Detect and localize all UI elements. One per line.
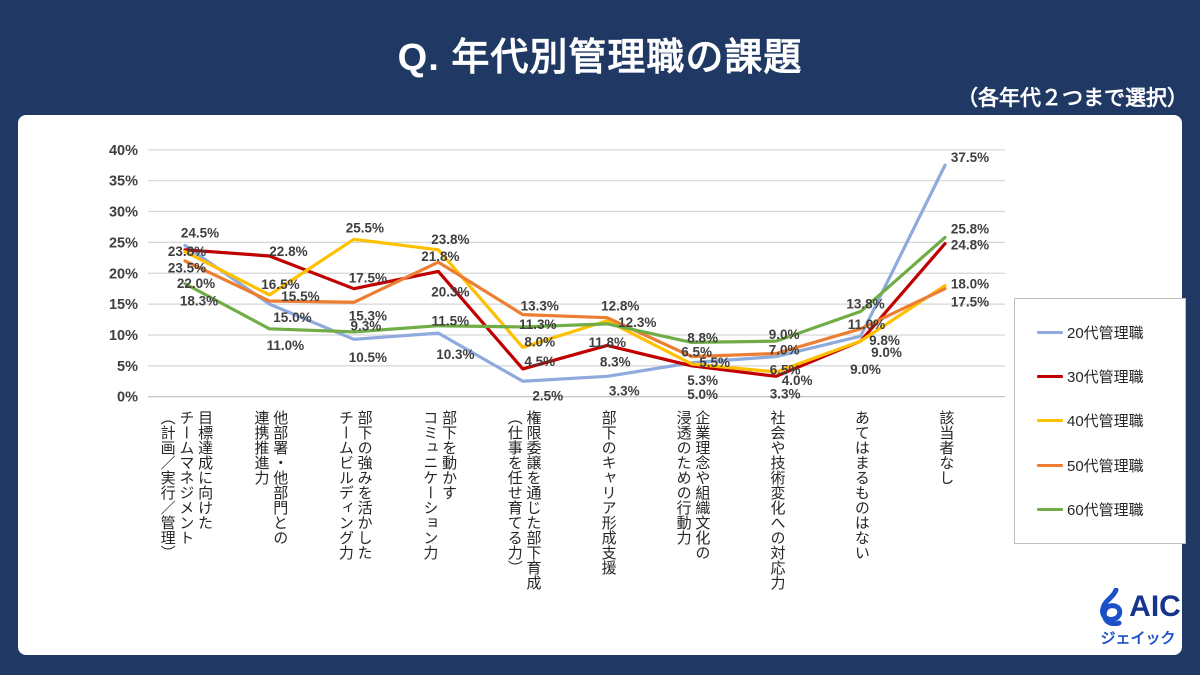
legend-swatch xyxy=(1037,375,1063,379)
legend-label: 40代管理職 xyxy=(1067,413,1144,431)
legend-swatch xyxy=(1037,419,1063,423)
x-category-label: あてはまるものはない xyxy=(852,410,870,560)
legend-label: 60代管理職 xyxy=(1067,501,1144,519)
legend-item: 40代管理職 xyxy=(1037,410,1185,431)
logo-text: AIC xyxy=(1129,590,1181,623)
logo-kana: ジェイック xyxy=(1100,630,1176,647)
legend-item: 60代管理職 xyxy=(1037,499,1185,520)
legend-swatch xyxy=(1037,507,1063,511)
legend-item: 50代管理職 xyxy=(1037,455,1185,476)
legend-label: 20代管理職 xyxy=(1067,325,1144,343)
chart-legend: 20代管理職 30代管理職 40代管理職 50代管理職 60代管理職 xyxy=(1014,298,1186,544)
legend-swatch xyxy=(1037,463,1063,467)
x-category-label: 該当者なし xyxy=(937,410,955,485)
x-category-label: 部下を動かす コミュニケーション力 xyxy=(421,410,458,560)
x-category-label: 部下のキャリア形成支援 xyxy=(599,410,617,575)
page-subtitle: （各年代２つまで選択） xyxy=(957,87,1188,110)
legend-swatch xyxy=(1037,331,1063,335)
jaic-logo: AIC ジェイック xyxy=(1088,588,1188,648)
x-category-label: 権限委譲を通じた部下育成 （仕事を任せ育てる力） xyxy=(505,410,542,590)
legend-item: 30代管理職 xyxy=(1037,366,1185,387)
page-title: Q. 年代別管理職の課題 xyxy=(397,37,803,79)
x-category-label: 目標達成に向けた チームマネジメント （計画／実行／管理） xyxy=(158,410,214,560)
legend-item: 20代管理職 xyxy=(1037,322,1185,343)
x-category-label: 他部署・他部門との 連携推進力 xyxy=(252,410,289,545)
x-category-label: 部下の強みを活かした チームビルディング力 xyxy=(336,410,373,560)
x-category-label: 企業理念や組織文化の 浸透のための行動力 xyxy=(674,410,711,560)
legend-label: 30代管理職 xyxy=(1067,369,1144,387)
x-category-label: 社会や技術変化への対応力 xyxy=(768,410,786,590)
legend-label: 50代管理職 xyxy=(1067,457,1144,475)
jaic-logo-j-loop-icon xyxy=(1100,588,1123,626)
